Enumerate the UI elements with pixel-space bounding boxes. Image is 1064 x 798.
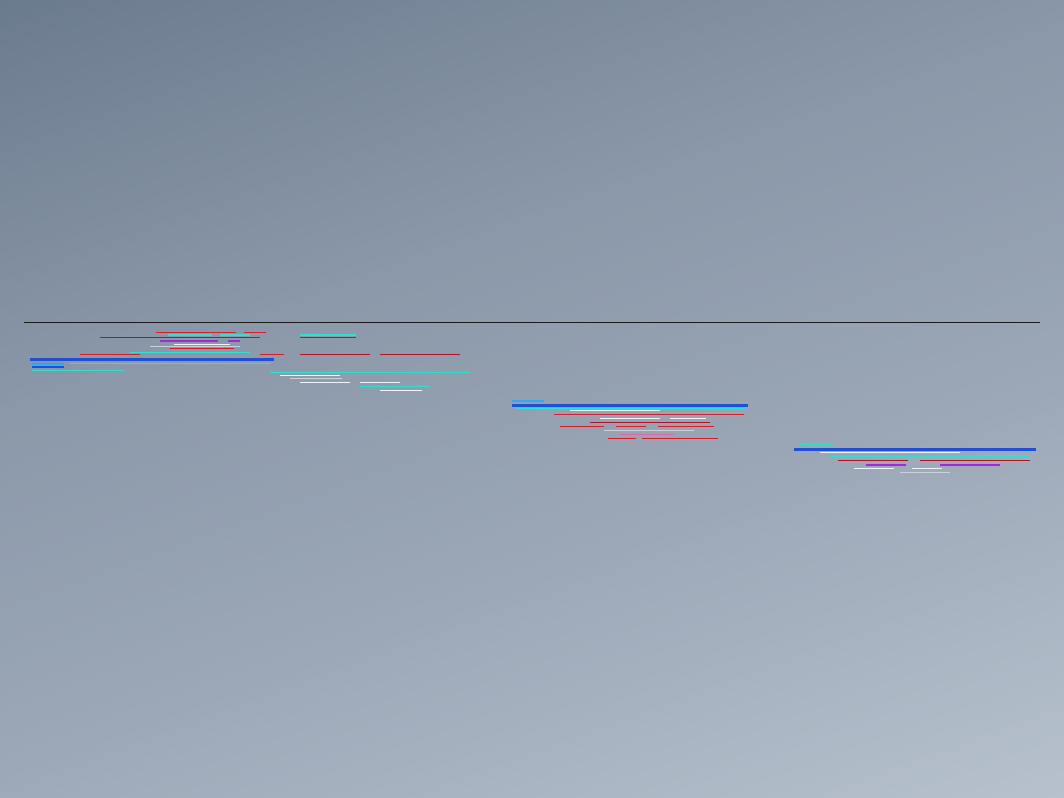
cluster-b-segment	[590, 422, 710, 423]
cluster-a-segment	[280, 375, 340, 376]
cluster-b-segment	[642, 438, 718, 439]
cluster-a-segment	[244, 332, 266, 333]
cluster-a-segment	[290, 378, 342, 379]
cluster-b-segment	[516, 408, 746, 409]
cluster-c-segment	[830, 456, 1030, 457]
trace-chart-canvas	[0, 0, 1064, 798]
cluster-c-segment	[820, 452, 960, 453]
cluster-b-segment	[512, 400, 544, 402]
cluster-a-segment	[30, 358, 274, 361]
cluster-b-segment	[604, 430, 694, 431]
cluster-a-segment	[100, 337, 260, 338]
cluster-a-segment	[380, 354, 460, 355]
cluster-a-segment	[150, 346, 240, 347]
cluster-c-segment	[854, 468, 894, 469]
cluster-a-segment	[32, 366, 64, 368]
cluster-b-segment	[620, 434, 674, 435]
cluster-c-segment	[940, 464, 1000, 466]
cluster-c-segment	[920, 460, 1030, 461]
cluster-b-segment	[670, 418, 706, 419]
cluster-a-segment	[270, 372, 470, 373]
cluster-c-segment	[866, 464, 906, 466]
cluster-c-segment	[912, 468, 942, 469]
cluster-b-segment	[616, 426, 646, 427]
cluster-a-segment	[300, 337, 356, 338]
cluster-c-segment	[800, 444, 834, 445]
cluster-a-segment	[174, 344, 230, 345]
cluster-a-segment	[168, 334, 212, 336]
cluster-b-segment	[608, 438, 636, 439]
cluster-a-segment	[260, 354, 284, 355]
cluster-b-segment	[658, 426, 714, 427]
cluster-a-segment	[300, 382, 350, 383]
cluster-b-segment	[512, 404, 748, 407]
cluster-a-segment	[32, 363, 64, 365]
cluster-a-segment	[228, 340, 240, 342]
cluster-c-segment	[900, 472, 950, 473]
cluster-a-segment	[160, 340, 218, 342]
cluster-a-segment	[32, 370, 124, 371]
cluster-a-segment	[360, 382, 400, 383]
cluster-a-segment	[130, 352, 250, 353]
cluster-a-segment	[80, 354, 140, 355]
cluster-c-segment	[838, 460, 908, 461]
cluster-a-segment	[300, 334, 356, 336]
cluster-a-segment	[220, 334, 250, 336]
baseline-rule	[24, 322, 1040, 323]
cluster-a-segment	[360, 386, 430, 387]
cluster-b-segment	[600, 418, 660, 419]
cluster-a-segment	[70, 363, 270, 364]
cluster-a-segment	[156, 332, 236, 333]
cluster-a-segment	[170, 348, 234, 349]
cluster-c-segment	[794, 448, 1036, 451]
cluster-a-segment	[380, 390, 422, 391]
cluster-b-segment	[554, 414, 744, 415]
cluster-b-segment	[570, 410, 660, 411]
cluster-a-segment	[300, 354, 370, 355]
cluster-b-segment	[560, 426, 604, 427]
